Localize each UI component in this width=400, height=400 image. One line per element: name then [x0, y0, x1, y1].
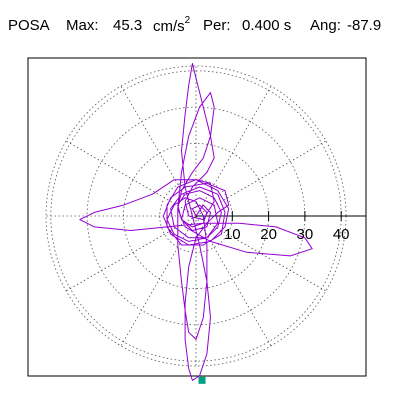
- grid-spoke: [120, 215, 197, 347]
- radial-tick-label: 40: [333, 226, 350, 243]
- chart-title: POSA: [8, 17, 50, 34]
- ang-label: Ang:: [310, 17, 341, 34]
- per-value: 0.400 s: [242, 17, 292, 34]
- trace-line: [79, 63, 313, 381]
- grid-spoke: [195, 140, 327, 217]
- grid-spoke: [120, 85, 197, 217]
- grid-spoke: [65, 215, 197, 292]
- grid-spoke: [65, 140, 197, 217]
- radial-ticks: 10 20 30 40: [224, 211, 350, 243]
- max-value: 45.3: [113, 17, 143, 34]
- chart-header: POSA Max: 45.3 cm/s2 Per: 0.400 s Ang: -…: [0, 0, 400, 40]
- radial-tick-label: 30: [297, 226, 314, 243]
- max-label: Max:: [66, 17, 99, 34]
- grid-spoke: [195, 215, 327, 292]
- radial-tick-label: 20: [260, 226, 277, 243]
- max-unit-exponent: 2: [184, 15, 191, 26]
- radial-tick-label: 10: [224, 226, 241, 243]
- plot-frame: [27, 57, 367, 377]
- ang-value: -87.9: [347, 17, 382, 34]
- max-marker: [198, 376, 206, 384]
- per-label: Per:: [203, 17, 231, 34]
- grid-spoke: [195, 85, 272, 217]
- grid-spoke: [195, 215, 272, 347]
- max-unit: cm/s2: [153, 15, 191, 35]
- acceleration-trace: [79, 63, 313, 381]
- max-marker-layer: [198, 376, 206, 384]
